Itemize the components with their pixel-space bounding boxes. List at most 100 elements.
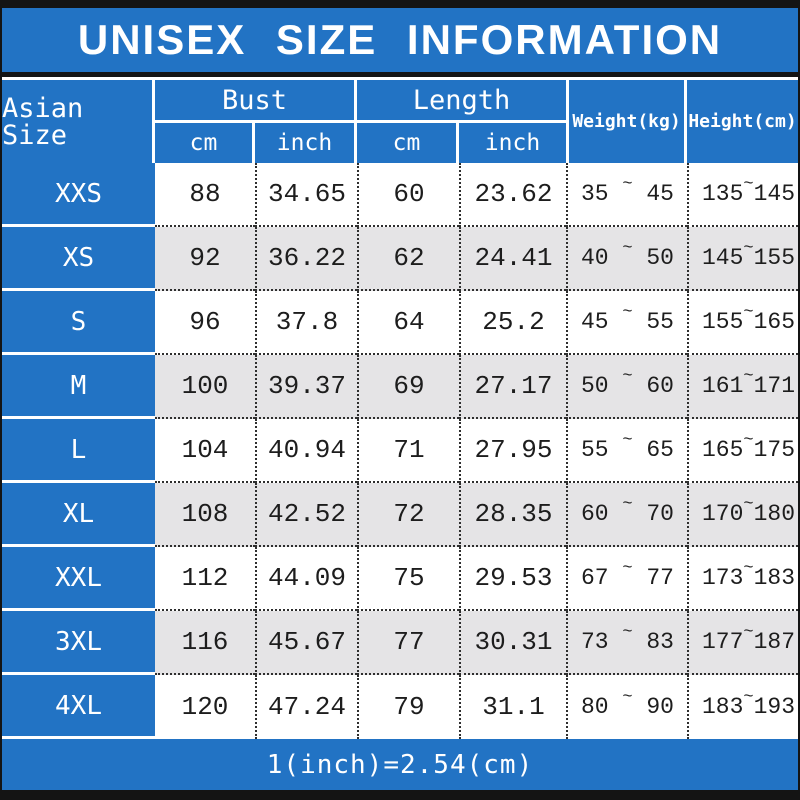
range-separator: ~ xyxy=(622,687,633,707)
size-label: XXS xyxy=(2,163,155,227)
weight-min: 50 xyxy=(581,373,609,399)
height-range-cell: 135 ~145 xyxy=(687,163,798,227)
height-max: 165 xyxy=(753,309,796,335)
height-max: 175 xyxy=(753,437,796,463)
bust-cm-cell: 104 xyxy=(155,419,255,483)
bust-inch-cell: 47.24 xyxy=(255,675,357,739)
weight-range-cell: 67 ~77 xyxy=(566,547,687,611)
height-max: 180 xyxy=(753,501,796,527)
footer-band: 1(inch)=2.54(cm) xyxy=(2,739,798,790)
length-cm-cell: 64 xyxy=(357,291,459,355)
height-max: 145 xyxy=(753,181,796,207)
height-range-cell: 155 ~165 xyxy=(687,291,798,355)
table-body: XXS 88 34.65 60 23.62 35 ~45 135 ~145 XS 92 36.22 62… xyxy=(2,163,798,739)
bust-cm-cell: 96 xyxy=(155,291,255,355)
height-max: 183 xyxy=(753,565,796,591)
conversion-note: 1(inch)=2.54(cm) xyxy=(266,749,534,780)
weight-range-cell: 55 ~65 xyxy=(566,419,687,483)
height-max: 193 xyxy=(753,694,796,720)
header-bust: Bust xyxy=(155,80,357,123)
range-separator: ~ xyxy=(743,366,754,386)
weight-max: 83 xyxy=(646,629,674,655)
bust-cm-cell: 116 xyxy=(155,611,255,675)
height-min: 170 xyxy=(702,501,744,527)
header-bust-inch: inch xyxy=(255,123,357,163)
weight-range-cell: 40 ~50 xyxy=(566,227,687,291)
header-length-cm: cm xyxy=(357,123,459,163)
length-inch-cell: 24.41 xyxy=(459,227,566,291)
weight-max: 60 xyxy=(646,373,674,399)
bust-cm-cell: 92 xyxy=(155,227,255,291)
length-cm-cell: 75 xyxy=(357,547,459,611)
table-row: XXS 88 34.65 60 23.62 35 ~45 135 ~145 xyxy=(2,163,798,227)
length-cm-cell: 69 xyxy=(357,355,459,419)
height-range-cell: 177 ~187 xyxy=(687,611,798,675)
table-row: XS 92 36.22 62 24.41 40 ~50 145 ~155 xyxy=(2,227,798,291)
size-label: 3XL xyxy=(2,611,155,675)
weight-max: 90 xyxy=(646,694,674,720)
height-min: 173 xyxy=(702,565,744,591)
size-label: M xyxy=(2,355,155,419)
bust-inch-cell: 42.52 xyxy=(255,483,357,547)
header-length-inch: inch xyxy=(484,129,541,156)
height-range-cell: 145 ~155 xyxy=(687,227,798,291)
range-separator: ~ xyxy=(622,558,633,578)
table-row: S 96 37.8 64 25.2 45 ~55 155 ~165 xyxy=(2,291,798,355)
range-separator: ~ xyxy=(743,622,754,642)
range-separator: ~ xyxy=(622,302,633,322)
length-inch-cell: 25.2 xyxy=(459,291,566,355)
height-min: 155 xyxy=(702,309,744,335)
table-row: 4XL 120 47.24 79 31.1 80 ~90 183 ~193 xyxy=(2,675,798,739)
size-label: L xyxy=(2,419,155,483)
range-separator: ~ xyxy=(743,687,754,707)
height-min: 177 xyxy=(702,629,744,655)
height-range-cell: 161 ~171 xyxy=(687,355,798,419)
weight-min: 80 xyxy=(581,694,609,720)
table-row: 3XL 116 45.67 77 30.31 73 ~83 177 ~187 xyxy=(2,611,798,675)
height-min: 183 xyxy=(702,694,744,720)
length-cm-cell: 71 xyxy=(357,419,459,483)
height-range-cell: 183 ~193 xyxy=(687,675,798,739)
range-separator: ~ xyxy=(622,238,633,258)
weight-range-cell: 45 ~55 xyxy=(566,291,687,355)
bust-inch-cell: 36.22 xyxy=(255,227,357,291)
length-inch-cell: 27.95 xyxy=(459,419,566,483)
weight-range-cell: 73 ~83 xyxy=(566,611,687,675)
weight-max: 70 xyxy=(646,501,674,527)
bust-cm-cell: 88 xyxy=(155,163,255,227)
height-range-cell: 170 ~180 xyxy=(687,483,798,547)
length-cm-cell: 77 xyxy=(357,611,459,675)
weight-min: 60 xyxy=(581,501,609,527)
bust-cm-cell: 100 xyxy=(155,355,255,419)
height-min: 161 xyxy=(702,373,744,399)
bust-cm-cell: 120 xyxy=(155,675,255,739)
bust-inch-cell: 37.8 xyxy=(255,291,357,355)
header-asian-size: Asian Size xyxy=(2,80,155,163)
range-separator: ~ xyxy=(743,494,754,514)
size-label: XS xyxy=(2,227,155,291)
height-min: 135 xyxy=(702,181,744,207)
range-separator: ~ xyxy=(743,174,754,194)
size-label: S xyxy=(2,291,155,355)
range-separator: ~ xyxy=(622,174,633,194)
header-height: Height(cm) xyxy=(688,110,797,132)
height-max: 171 xyxy=(753,373,796,399)
length-cm-cell: 79 xyxy=(357,675,459,739)
height-max: 155 xyxy=(753,245,796,271)
weight-range-cell: 80 ~90 xyxy=(566,675,687,739)
length-inch-cell: 29.53 xyxy=(459,547,566,611)
range-separator: ~ xyxy=(743,430,754,450)
size-chart-content: UNISEX SIZE INFORMATION Asian Size Bust … xyxy=(2,8,798,790)
page-title: UNISEX SIZE INFORMATION xyxy=(77,16,723,63)
length-inch-cell: 28.35 xyxy=(459,483,566,547)
bust-inch-cell: 39.37 xyxy=(255,355,357,419)
bust-inch-cell: 45.67 xyxy=(255,611,357,675)
table-row: XL 108 42.52 72 28.35 60 ~70 170 ~180 xyxy=(2,483,798,547)
height-min: 165 xyxy=(702,437,744,463)
range-separator: ~ xyxy=(743,302,754,322)
length-inch-cell: 30.31 xyxy=(459,611,566,675)
title-band: UNISEX SIZE INFORMATION xyxy=(2,8,798,72)
weight-min: 40 xyxy=(581,245,609,271)
height-max: 187 xyxy=(753,629,796,655)
height-range-cell: 173 ~183 xyxy=(687,547,798,611)
